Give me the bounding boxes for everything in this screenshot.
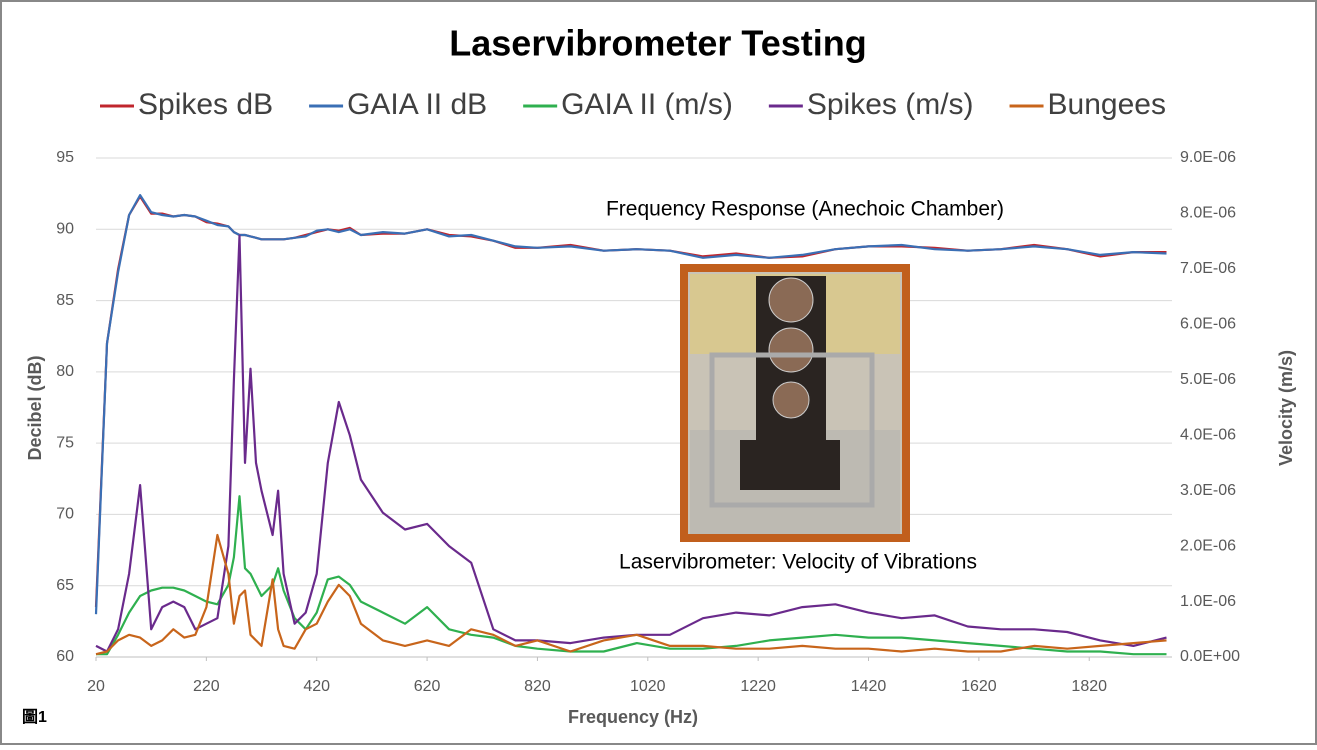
x-axis-label: Frequency (Hz) xyxy=(568,707,698,727)
y-tick-label: 75 xyxy=(56,434,74,451)
legend-label: Spikes dB xyxy=(138,88,273,121)
x-tick-label: 620 xyxy=(414,678,441,695)
y2-tick-label: 7.0E-06 xyxy=(1180,260,1236,277)
x-tick-label: 1020 xyxy=(630,678,666,695)
annotation: Laservibrometer: Velocity of Vibrations xyxy=(619,551,977,574)
y-axis-label: Decibel (dB) xyxy=(25,355,45,460)
y-tick-label: 65 xyxy=(56,577,74,594)
x-tick-label: 1820 xyxy=(1071,678,1107,695)
y-tick-label: 90 xyxy=(56,221,74,238)
y-tick-label: 85 xyxy=(56,292,74,309)
chart-title: Laservibrometer Testing xyxy=(449,23,866,64)
y2-tick-label: 0.0E+00 xyxy=(1180,648,1240,665)
y-tick-label: 95 xyxy=(56,149,74,166)
y-tick-label: 60 xyxy=(56,648,74,665)
y2-tick-label: 8.0E-06 xyxy=(1180,205,1236,222)
y2-tick-label: 6.0E-06 xyxy=(1180,316,1236,333)
legend-label: Spikes (m/s) xyxy=(807,88,974,121)
legend-label: GAIA II dB xyxy=(347,88,487,121)
x-tick-label: 20 xyxy=(87,678,105,695)
chart: Laservibrometer Testing Frequency (Hz) D… xyxy=(0,0,1317,745)
figure-label: 圖1 xyxy=(22,708,47,726)
annotation: Frequency Response (Anechoic Chamber) xyxy=(606,198,1004,221)
legend-label: Bungees xyxy=(1048,88,1166,121)
x-tick-label: 820 xyxy=(524,678,551,695)
photo xyxy=(684,268,906,538)
y2-axis-label: Velocity (m/s) xyxy=(1276,350,1296,466)
x-tick-label: 1620 xyxy=(961,678,997,695)
x-tick-label: 1220 xyxy=(740,678,776,695)
x-tick-label: 220 xyxy=(193,678,220,695)
y2-tick-label: 1.0E-06 xyxy=(1180,593,1236,610)
y2-tick-label: 2.0E-06 xyxy=(1180,537,1236,554)
y2-tick-label: 9.0E-06 xyxy=(1180,149,1236,166)
y-tick-label: 70 xyxy=(56,506,74,523)
y2-tick-label: 5.0E-06 xyxy=(1180,371,1236,388)
y2-tick-label: 4.0E-06 xyxy=(1180,426,1236,443)
x-tick-label: 420 xyxy=(303,678,330,695)
y-tick-label: 80 xyxy=(56,363,74,380)
legend-label: GAIA II (m/s) xyxy=(561,88,733,121)
y2-tick-label: 3.0E-06 xyxy=(1180,482,1236,499)
x-tick-label: 1420 xyxy=(851,678,887,695)
